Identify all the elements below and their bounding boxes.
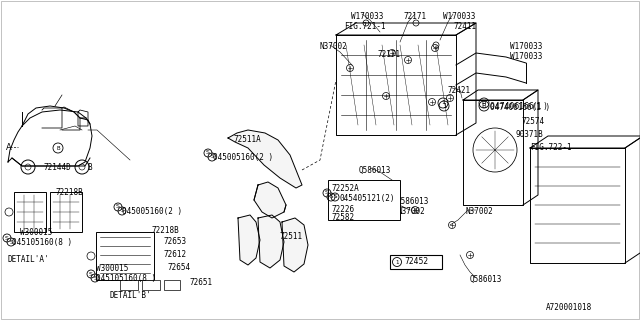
Bar <box>328 180 400 220</box>
Text: 72612: 72612 <box>163 250 186 259</box>
Text: 047406166(1 ): 047406166(1 ) <box>490 101 547 110</box>
Text: 72226: 72226 <box>340 203 363 212</box>
Text: 72171: 72171 <box>378 50 401 59</box>
Text: 72144D: 72144D <box>44 163 72 172</box>
Bar <box>164 280 180 290</box>
Text: 72218B: 72218B <box>152 226 180 235</box>
Bar <box>142 280 160 290</box>
Text: 72421: 72421 <box>448 86 471 95</box>
Text: W170033: W170033 <box>443 12 476 21</box>
Text: FIG.722-1: FIG.722-1 <box>530 143 572 152</box>
Text: W300015: W300015 <box>96 264 129 273</box>
Text: 72582: 72582 <box>340 213 363 222</box>
Text: S: S <box>329 195 333 199</box>
Text: 045105160(8 ): 045105160(8 ) <box>96 274 156 283</box>
Text: 72574: 72574 <box>521 117 544 126</box>
Text: 72654: 72654 <box>168 263 191 272</box>
Text: B: B <box>482 100 486 106</box>
Text: 045405121(2): 045405121(2) <box>333 193 388 202</box>
Text: S: S <box>211 155 214 159</box>
Text: W170033: W170033 <box>351 12 383 21</box>
Text: S: S <box>325 190 329 196</box>
Text: 72582: 72582 <box>332 213 355 222</box>
Text: 72226: 72226 <box>332 205 355 214</box>
Text: N37002: N37002 <box>320 42 348 51</box>
Text: B: B <box>482 103 486 109</box>
Text: 1: 1 <box>396 260 399 265</box>
Text: 72171: 72171 <box>404 12 427 21</box>
Text: Q586013: Q586013 <box>397 197 429 206</box>
Text: W170033: W170033 <box>510 52 542 61</box>
Text: DETAIL'A': DETAIL'A' <box>8 255 50 264</box>
Text: N37002: N37002 <box>465 207 493 216</box>
Text: N37002: N37002 <box>397 207 425 216</box>
Text: Q586013: Q586013 <box>359 166 392 175</box>
Text: 72651: 72651 <box>190 278 213 287</box>
Text: S: S <box>120 209 124 213</box>
Text: S: S <box>333 195 337 199</box>
Polygon shape <box>258 215 284 268</box>
Text: 72218B: 72218B <box>55 188 83 197</box>
Text: 047406166(1 ): 047406166(1 ) <box>490 103 550 112</box>
Bar <box>390 255 442 269</box>
Bar <box>14 192 46 232</box>
Text: Q586013: Q586013 <box>470 275 502 284</box>
Text: 1: 1 <box>442 103 446 109</box>
Text: 72653: 72653 <box>163 237 186 246</box>
Text: 72252A: 72252A <box>340 183 368 192</box>
Polygon shape <box>238 215 260 265</box>
Text: 72252A: 72252A <box>332 184 360 193</box>
Text: S: S <box>89 271 93 276</box>
Text: FIG.721-1: FIG.721-1 <box>344 22 386 31</box>
Text: B: B <box>56 146 60 150</box>
Polygon shape <box>228 130 302 188</box>
Text: W170033: W170033 <box>510 42 542 51</box>
Text: 045105160(8 ): 045105160(8 ) <box>12 238 72 247</box>
Text: DETAIL'B': DETAIL'B' <box>110 291 152 300</box>
Text: 1: 1 <box>441 100 445 106</box>
Text: 045005160(2 ): 045005160(2 ) <box>213 153 273 162</box>
Text: W300015: W300015 <box>20 228 52 237</box>
Text: 72511A: 72511A <box>234 135 262 144</box>
Text: S: S <box>206 150 210 156</box>
Text: S: S <box>116 204 120 210</box>
Polygon shape <box>254 182 286 218</box>
Text: 72511: 72511 <box>280 232 303 241</box>
Polygon shape <box>282 218 308 272</box>
Text: S: S <box>93 276 97 281</box>
Text: S: S <box>9 239 13 244</box>
Bar <box>50 192 82 232</box>
Text: B: B <box>87 163 92 172</box>
Text: A720001018: A720001018 <box>546 303 592 312</box>
Text: 045405121(2): 045405121(2) <box>340 194 396 203</box>
Text: 72411: 72411 <box>453 22 476 31</box>
Text: 90371B: 90371B <box>516 130 544 139</box>
Text: 045005160(2 ): 045005160(2 ) <box>122 207 182 216</box>
Bar <box>96 232 154 280</box>
Text: A: A <box>6 142 12 151</box>
Text: S: S <box>5 236 9 241</box>
Text: 72452: 72452 <box>404 258 428 267</box>
Bar <box>120 280 138 290</box>
